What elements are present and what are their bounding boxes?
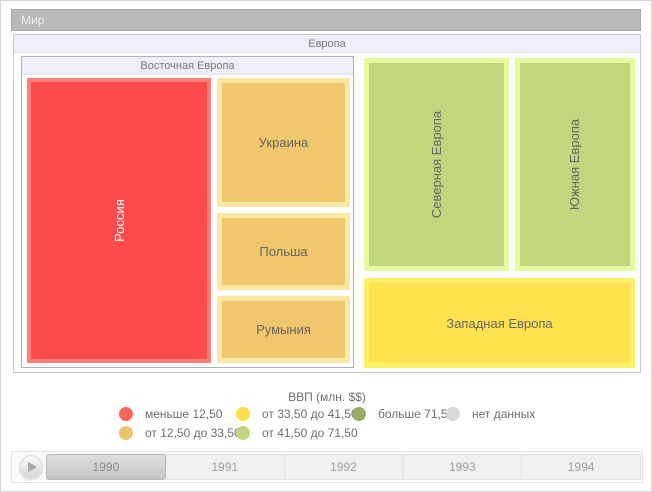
treemap-node-northern-europe[interactable]: Северная Европа (364, 58, 509, 271)
legend-dot-dark-green (352, 407, 366, 421)
treemap-node-romania[interactable]: Румыния (217, 296, 350, 363)
legend-dot-orange (119, 426, 133, 440)
node-label-ukraine: Украина (258, 135, 309, 150)
year-button-1992[interactable]: 1992 (283, 454, 404, 480)
legend-label: меньше 12,50 (145, 407, 223, 421)
play-icon (28, 462, 37, 472)
treemap-node-western-europe[interactable]: Западная Европа (364, 278, 635, 368)
legend-item-33-50-to-41-50: от 33,50 до 41,50 (236, 406, 358, 422)
treemap-node-poland[interactable]: Польша (217, 213, 350, 290)
legend-dot-red (119, 407, 133, 421)
legend-item-no-data: нет данных (446, 406, 535, 422)
legend-label: больше 71,50 (378, 407, 455, 421)
treemap-node-southern-europe[interactable]: Южная Европа (515, 58, 635, 271)
timeline-bar: 1990 1991 1992 1993 1994 (11, 451, 643, 483)
legend-dot-light-green (236, 426, 250, 440)
node-label-poland: Польша (259, 244, 308, 259)
year-selector: 1990 1991 1992 1993 1994 (46, 454, 641, 480)
play-button[interactable] (19, 455, 43, 479)
node-label-russia: Россия (111, 199, 127, 242)
treemap-node-ukraine[interactable]: Украина (217, 78, 350, 207)
legend-label: нет данных (472, 407, 536, 421)
node-label-northern-europe: Северная Европа (429, 110, 444, 219)
eastern-europe-group-header[interactable]: Восточная Европа (22, 57, 353, 75)
treemap-group-europe: Европа Восточная Европа Россия Украина П… (13, 34, 641, 373)
legend-item-41-50-to-71-50: от 41,50 до 71,50 (236, 425, 358, 441)
europe-group-header[interactable]: Европа (14, 35, 640, 53)
legend-label: от 33,50 до 41,50 (262, 407, 358, 421)
node-label-western-europe: Западная Европа (446, 315, 553, 331)
legend-dot-yellow (236, 407, 250, 421)
treemap-group-eastern-europe: Восточная Европа Россия Украина Польша Р… (21, 56, 354, 368)
year-button-1991[interactable]: 1991 (164, 454, 285, 480)
year-button-1990[interactable]: 1990 (46, 454, 166, 480)
node-label-southern-europe: Южная Европа (567, 118, 583, 211)
legend-item-lt-12-50: меньше 12,50 (119, 406, 222, 422)
node-label-romania: Румыния (256, 322, 311, 337)
breadcrumb-root-world[interactable]: Мир (11, 9, 641, 31)
legend-title: ВВП (млн. $$) (288, 390, 366, 404)
year-button-1993[interactable]: 1993 (402, 454, 523, 480)
legend-item-gt-71-50: больше 71,50 (352, 406, 454, 422)
legend-label: от 12,50 до 33,50 (145, 426, 241, 440)
year-button-1994[interactable]: 1994 (521, 454, 641, 480)
legend-dot-gray (446, 407, 460, 421)
treemap-node-russia[interactable]: Россия (27, 78, 211, 363)
legend-item-12-50-to-33-50: от 12,50 до 33,50 (119, 425, 241, 441)
legend-label: от 41,50 до 71,50 (262, 426, 358, 440)
breadcrumb-root-label: Мир (21, 13, 45, 27)
